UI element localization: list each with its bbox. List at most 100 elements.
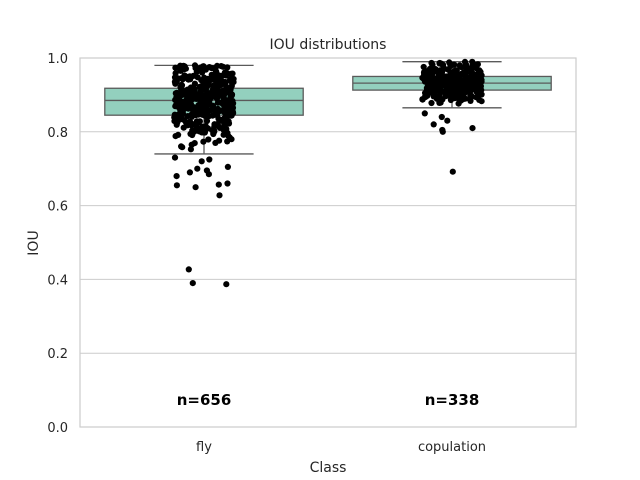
- data-point: [468, 66, 475, 73]
- data-point: [453, 85, 460, 92]
- data-point: [214, 87, 221, 94]
- y-tick-label: 0.6: [47, 200, 68, 215]
- data-point: [222, 105, 229, 112]
- data-point: [459, 71, 466, 78]
- data-point: [428, 59, 435, 67]
- data-point: [471, 61, 478, 69]
- data-point: [203, 167, 210, 174]
- x-tick-labels: fly copulation: [196, 440, 486, 455]
- data-point: [188, 141, 195, 148]
- data-point: [422, 78, 429, 85]
- data-point: [225, 87, 232, 94]
- data-point: [229, 70, 236, 77]
- data-point: [178, 100, 185, 107]
- data-point: [203, 80, 210, 87]
- data-point: [186, 169, 193, 176]
- data-point: [227, 95, 234, 102]
- data-point: [475, 91, 482, 98]
- data-point: [449, 91, 457, 98]
- chart-title: IOU distributions: [270, 37, 387, 53]
- x-tick-label: fly: [196, 440, 212, 455]
- y-tick-label: 0.4: [47, 273, 68, 288]
- data-point: [477, 82, 484, 89]
- x-axis-label: Class: [310, 460, 347, 476]
- data-point: [209, 112, 216, 119]
- data-point: [189, 131, 196, 139]
- data-point: [224, 138, 231, 145]
- data-point: [176, 111, 183, 118]
- data-point: [420, 69, 428, 76]
- data-point: [215, 181, 222, 188]
- data-point: [458, 85, 465, 92]
- y-axis-label: IOU: [26, 230, 42, 255]
- data-point: [184, 122, 191, 129]
- y-tick-label: 0.8: [47, 126, 68, 141]
- count-labels: n=656 n=338: [177, 391, 480, 409]
- data-point: [181, 72, 188, 79]
- data-point: [438, 96, 445, 103]
- data-point: [184, 113, 191, 120]
- data-point: [198, 104, 205, 111]
- data-point: [186, 92, 193, 99]
- data-point: [229, 104, 237, 111]
- data-point: [208, 64, 215, 72]
- data-point: [209, 87, 216, 94]
- data-point: [191, 85, 198, 92]
- data-point: [194, 165, 201, 172]
- data-point: [470, 75, 477, 82]
- data-point: [193, 68, 200, 75]
- data-point: [478, 98, 485, 105]
- data-point: [201, 74, 208, 81]
- data-point: [438, 113, 445, 121]
- data-point: [435, 87, 442, 94]
- data-point: [172, 102, 179, 109]
- data-point: [230, 75, 237, 83]
- data-point: [192, 184, 199, 191]
- data-point: [224, 163, 231, 170]
- data-point: [224, 180, 231, 187]
- data-point: [172, 133, 179, 140]
- y-tick-labels: 0.0 0.2 0.4 0.6 0.8 1.0: [47, 52, 68, 436]
- data-point: [230, 110, 237, 117]
- data-point: [199, 126, 206, 133]
- data-point: [177, 62, 184, 69]
- data-point: [421, 110, 428, 117]
- data-point: [189, 280, 196, 287]
- data-point: [436, 59, 443, 67]
- data-point: [184, 105, 191, 112]
- data-point: [447, 70, 454, 77]
- data-point: [426, 87, 433, 94]
- strip-points: [171, 58, 485, 288]
- data-point: [450, 61, 457, 68]
- data-point: [424, 92, 431, 99]
- data-point: [206, 156, 213, 163]
- data-point: [220, 63, 227, 70]
- data-point: [187, 146, 194, 153]
- data-point: [221, 69, 228, 76]
- data-point: [209, 104, 216, 111]
- data-point: [429, 70, 436, 77]
- data-point: [198, 65, 205, 72]
- data-point: [186, 73, 193, 80]
- data-point: [216, 107, 223, 114]
- data-point: [465, 87, 472, 94]
- data-point: [173, 89, 180, 96]
- data-point: [191, 121, 198, 128]
- data-point: [431, 91, 438, 98]
- data-point: [204, 90, 211, 97]
- data-point: [212, 139, 219, 146]
- data-point: [198, 158, 205, 165]
- data-point: [178, 83, 185, 90]
- x-tick-label: copulation: [418, 440, 486, 455]
- count-label-fly: n=656: [177, 391, 232, 409]
- data-point: [181, 90, 188, 97]
- y-tick-label: 1.0: [47, 52, 68, 67]
- data-point: [171, 154, 179, 161]
- data-point: [172, 70, 179, 77]
- data-point: [216, 192, 223, 199]
- data-point: [214, 95, 221, 102]
- data-point: [172, 64, 179, 71]
- data-point: [205, 136, 212, 143]
- data-point: [467, 94, 474, 101]
